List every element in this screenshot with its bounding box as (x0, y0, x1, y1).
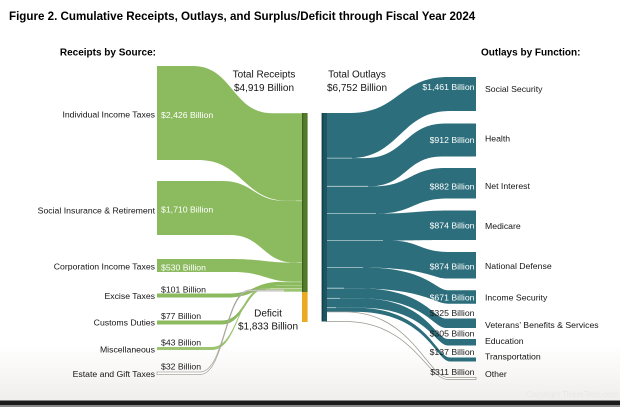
svg-text:Corporation Income Taxes: Corporation Income Taxes (54, 262, 156, 272)
svg-text:Estate and Gift Taxes: Estate and Gift Taxes (73, 369, 156, 379)
svg-text:$325 Billion: $325 Billion (430, 308, 475, 318)
svg-text:Transportation: Transportation (485, 352, 541, 362)
svg-text:Individual Income Taxes: Individual Income Taxes (62, 110, 155, 120)
svg-text:$671 Billion: $671 Billion (430, 293, 475, 303)
svg-text:Figure 2. Cumulative Receipts,: Figure 2. Cumulative Receipts, Outlays, … (9, 10, 476, 23)
svg-text:Total Receipts: Total Receipts (233, 70, 296, 81)
svg-text:Miscellaneous: Miscellaneous (100, 344, 156, 354)
svg-text:$137 Billion: $137 Billion (430, 347, 475, 357)
svg-text:$32 Billion: $32 Billion (161, 362, 201, 372)
svg-text:$305 Billion: $305 Billion (430, 329, 475, 339)
svg-text:Customs Duties: Customs Duties (94, 318, 156, 328)
svg-text:Income Security: Income Security (485, 293, 548, 303)
svg-text:$311 Billion: $311 Billion (430, 367, 474, 377)
svg-text:Social Security: Social Security (485, 84, 543, 94)
svg-text:Outlays by Function:: Outlays by Function: (481, 48, 580, 59)
svg-text:Other: Other (485, 369, 507, 379)
svg-text:Education: Education (485, 336, 524, 346)
svg-text:$874 Billion: $874 Billion (430, 221, 475, 231)
svg-text:Copyright TickerTech.com: Copyright TickerTech.com (526, 390, 618, 399)
svg-text:$530 Billion: $530 Billion (161, 263, 206, 273)
svg-text:$882 Billion: $882 Billion (430, 181, 475, 191)
svg-text:$1,710 Billion: $1,710 Billion (161, 205, 213, 215)
svg-text:Excise Taxes: Excise Taxes (104, 291, 155, 301)
svg-text:$6,752 Billion: $6,752 Billion (327, 83, 387, 94)
svg-text:$1,461 Billion: $1,461 Billion (422, 82, 474, 92)
svg-text:$43 Billion: $43 Billion (161, 338, 201, 348)
svg-text:$2,426 Billion: $2,426 Billion (161, 110, 213, 120)
svg-text:Receipts by Source:: Receipts by Source: (60, 48, 156, 59)
svg-text:$101 Billion: $101 Billion (161, 284, 206, 294)
svg-text:Net Interest: Net Interest (485, 181, 530, 191)
svg-text:$4,919 Billion: $4,919 Billion (234, 83, 294, 94)
svg-text:$874 Billion: $874 Billion (430, 262, 475, 272)
svg-text:Veterans’ Benefits & Services: Veterans’ Benefits & Services (485, 320, 599, 330)
svg-text:Total Outlays: Total Outlays (328, 70, 386, 81)
svg-text:$77 Billion: $77 Billion (161, 311, 201, 321)
svg-text:Medicare: Medicare (485, 221, 521, 231)
svg-text:Deficit: Deficit (254, 308, 282, 319)
svg-text:Health: Health (485, 134, 510, 144)
svg-text:Social Insurance & Retirement: Social Insurance & Retirement (38, 206, 156, 216)
svg-text:$912 Billion: $912 Billion (430, 135, 475, 145)
svg-text:National Defense: National Defense (485, 261, 552, 271)
svg-text:$1,833 Billion: $1,833 Billion (238, 321, 298, 332)
